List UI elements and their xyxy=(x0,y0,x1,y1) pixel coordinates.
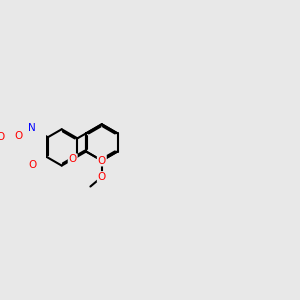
Text: O: O xyxy=(98,156,106,166)
Text: N: N xyxy=(28,123,36,133)
Text: O: O xyxy=(98,172,106,182)
Text: O: O xyxy=(0,132,5,142)
Text: O: O xyxy=(14,131,22,141)
Text: O: O xyxy=(69,154,77,164)
Text: O: O xyxy=(28,160,36,170)
